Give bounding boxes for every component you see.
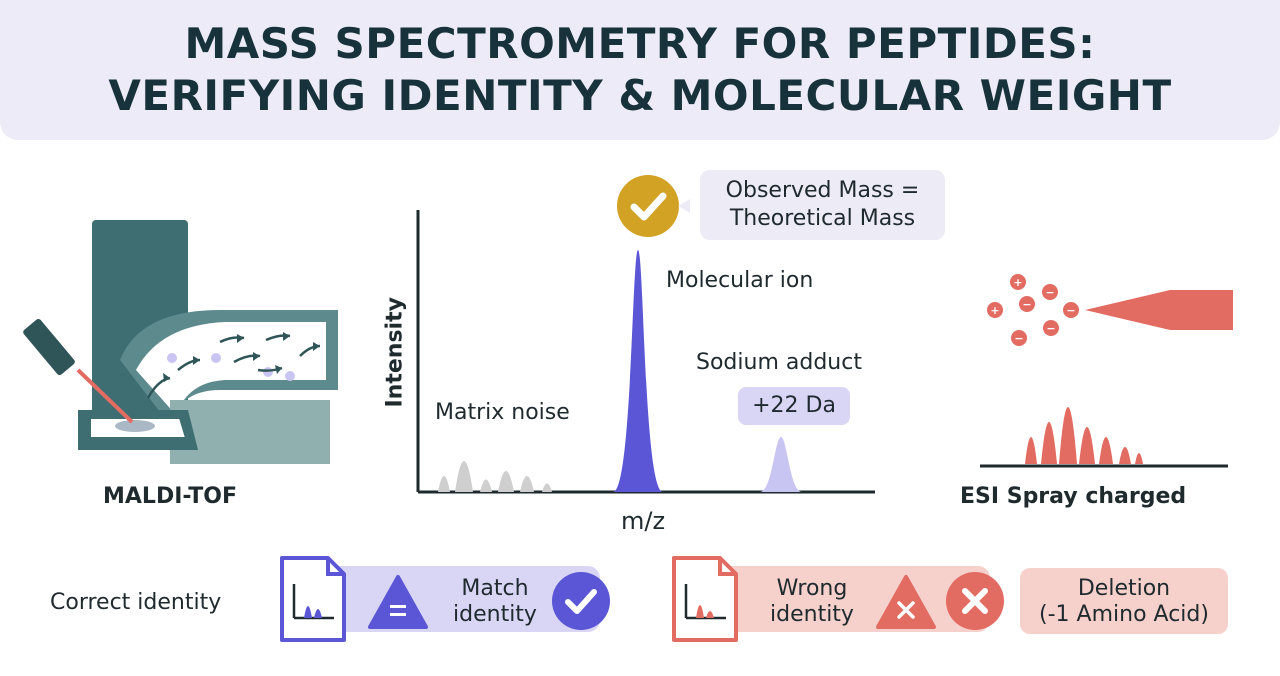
header-banner (0, 0, 1280, 140)
sodium-adduct-peak (760, 437, 802, 492)
match-pill (300, 566, 600, 632)
esi-label: ESI Spray charged (960, 484, 1187, 509)
callout-line-2: Theoretical Mass (729, 206, 916, 231)
svg-text:+: + (1013, 276, 1022, 289)
spectrum-document-icon-correct (280, 556, 346, 642)
sodium-shift-badge: +22 Da (738, 387, 850, 425)
sodium-adduct-label: Sodium adduct (696, 350, 862, 375)
check-circle-icon (617, 175, 690, 237)
title-line-1: MASS SPECTROMETRY FOR PEPTIDES: (184, 19, 1096, 68)
correct-identity-label: Correct identity (50, 590, 222, 615)
deletion-line-2: (-1 Amino Acid) (1039, 602, 1209, 627)
equals-triangle-icon (368, 575, 428, 629)
title-line-2: VERIFYING IDENTITY & MOLECULAR WEIGHT (108, 71, 1172, 120)
callout-line-1: Observed Mass = (725, 178, 920, 203)
mass-match-callout: Observed Mass = Theoretical Mass (700, 170, 945, 240)
svg-text:+: + (990, 304, 999, 317)
mass-spectrum-plot (416, 210, 875, 494)
svg-text:−: − (1045, 286, 1054, 299)
molecular-ion-label: Molecular ion (666, 268, 814, 293)
match-line-1: Match (461, 576, 529, 601)
match-identity-text: Match identity (440, 576, 550, 628)
page-title: MASS SPECTROMETRY FOR PEPTIDES: VERIFYIN… (0, 18, 1280, 122)
maldi-tof-label: MALDI-TOF (103, 484, 238, 509)
match-line-2: identity (453, 602, 537, 627)
matrix-noise-peaks (438, 461, 552, 492)
deletion-box (1020, 568, 1228, 634)
x-triangle-icon (876, 575, 936, 629)
wrong-line-1: Wrong (776, 576, 848, 601)
check-circle-icon-match (552, 572, 610, 630)
deletion-text: Deletion (-1 Amino Acid) (1020, 576, 1228, 628)
maldi-tof-instrument-icon (23, 220, 338, 464)
deletion-line-1: Deletion (1077, 576, 1171, 601)
svg-text:−: − (1046, 322, 1055, 335)
wrong-pill (690, 566, 990, 632)
x-axis-label: m/z (621, 507, 666, 535)
matrix-noise-label: Matrix noise (435, 400, 570, 425)
esi-spray-icon: + − + − − − − (980, 274, 1233, 468)
spectrum-document-icon-wrong (672, 556, 738, 642)
wrong-identity-text: Wrong identity (752, 576, 872, 628)
svg-text:−: − (1066, 304, 1075, 317)
x-circle-icon (946, 572, 1004, 630)
svg-text:−: − (1014, 332, 1023, 345)
wrong-line-2: identity (770, 602, 854, 627)
molecular-ion-peak (613, 250, 663, 492)
svg-text:−: − (1022, 298, 1031, 311)
y-axis-label: Intensity (382, 297, 408, 408)
